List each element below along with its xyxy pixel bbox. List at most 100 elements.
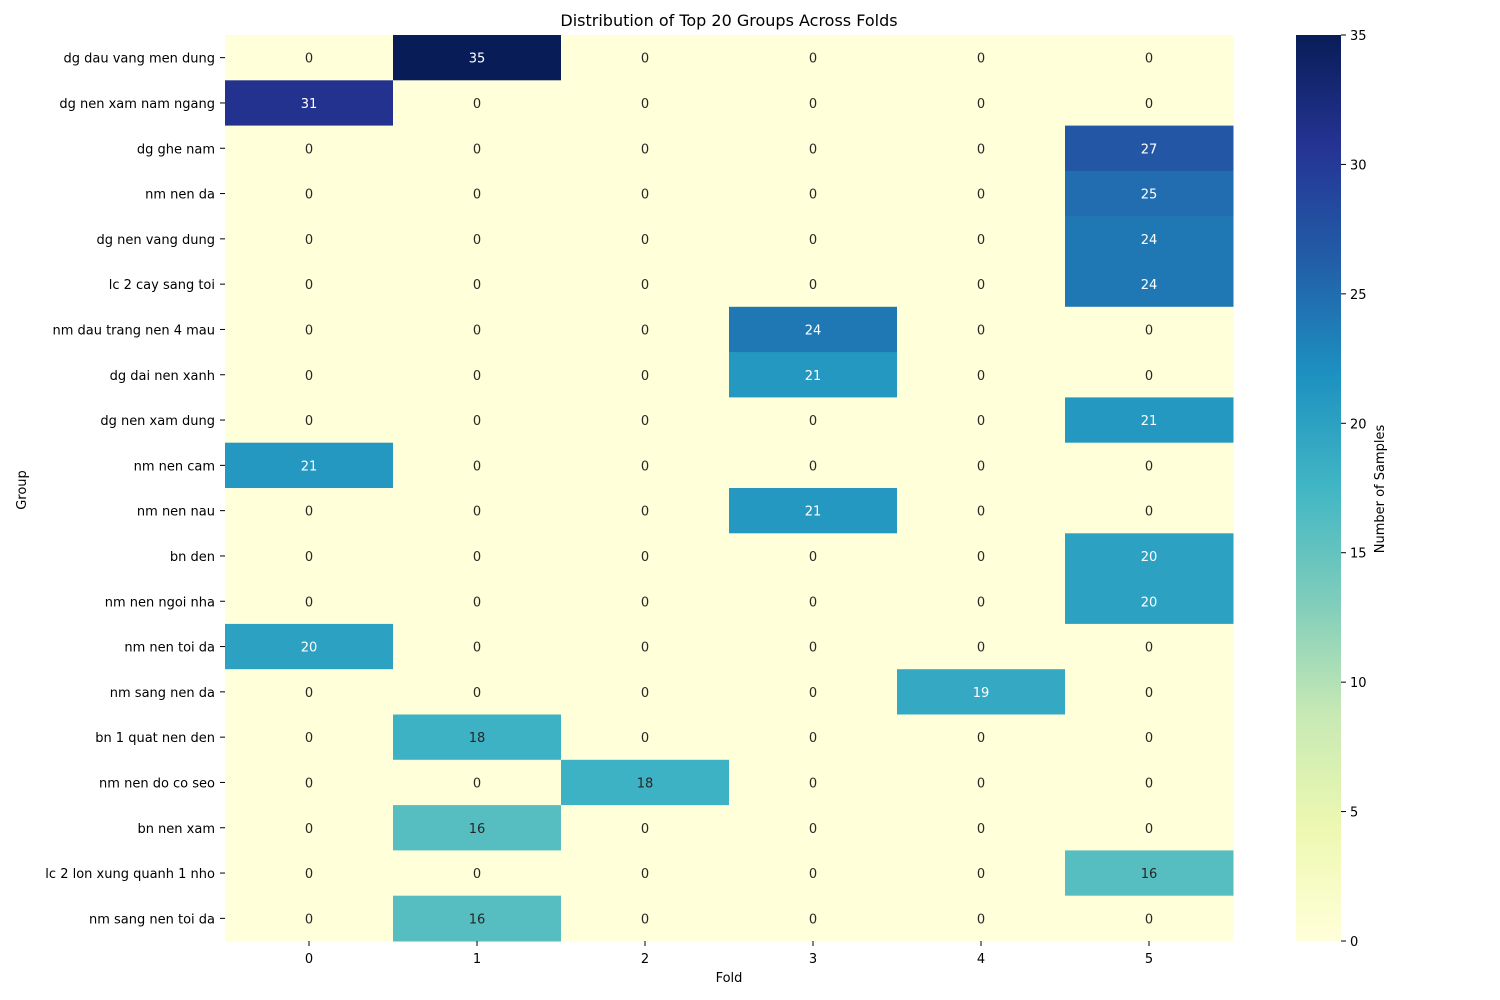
cell-value-label: 0 [809,414,817,429]
cell-value-label: 21 [301,459,318,474]
heatmap-cell [561,895,730,942]
heatmap-cell [393,125,562,172]
cell-value-label: 0 [809,550,817,565]
cell-value-label: 0 [473,641,481,656]
cell-value-label: 0 [977,822,985,837]
heatmap-cell [897,442,1066,489]
cell-value-label: 0 [809,822,817,837]
cell-value-label: 0 [977,233,985,248]
cell-value-label: 24 [805,323,822,338]
cell-value-label: 0 [977,323,985,338]
cell-value-label: 0 [305,912,313,927]
colorbar-label: Number of Samples [1373,425,1388,554]
heatmap-cell [729,669,898,715]
y-tick-label: nm sang nen toi da [89,912,215,927]
y-axis-label: Group [15,470,30,510]
heatmap-cell [393,759,562,806]
cell-value-label: 0 [1145,686,1153,701]
heatmap-cell [729,759,898,806]
heatmap-cell [393,170,562,217]
cell-value-label: 0 [977,776,985,791]
y-tick-label: dg dau vang men dung [63,52,215,67]
cell-value-label: 0 [473,595,481,610]
heatmap-cell [225,533,394,580]
cell-value-label: 0 [473,323,481,338]
heatmap-cell [1065,261,1234,308]
cell-value-label: 0 [305,550,313,565]
heatmap-cell [561,805,730,851]
cell-value-label: 0 [305,505,313,520]
heatmap-cell [393,442,562,489]
heatmap-cell [729,442,898,489]
heatmap-cells: 0 35 0 0 0 0 31 0 0 0 0 0 0 0 0 0 0 27 0 0 0 0 0 25 0 0 0 0 0 24 0 0 0 0 0… [225,35,1234,942]
heatmap-cell [393,895,562,942]
cell-value-label: 25 [1141,188,1158,203]
cell-value-label: 0 [1145,52,1153,67]
heatmap-cell [393,623,562,670]
heatmap-cell [561,669,730,715]
cell-value-label: 16 [469,912,486,927]
cell-value-label: 0 [305,233,313,248]
y-tick-label: dg nen xam nam ngang [59,97,215,112]
y-tick-label: nm nen ngoi nha [105,595,215,610]
cell-value-label: 0 [809,641,817,656]
cell-value-label: 0 [641,459,649,474]
cell-value-label: 0 [473,867,481,882]
heatmap-cell [561,442,730,489]
heatmap-cell [225,895,394,942]
cell-value-label: 0 [473,188,481,203]
cell-value-label: 0 [641,142,649,157]
heatmap-cell [897,261,1066,308]
cell-value-label: 20 [1141,595,1158,610]
cell-value-label: 0 [1145,822,1153,837]
heatmap-cell [561,306,730,353]
cell-value-label: 0 [1145,912,1153,927]
x-axis-label: Fold [716,971,743,986]
heatmap-cell [561,759,730,806]
cell-value-label: 0 [977,459,985,474]
y-tick-label: nm nen cam [134,459,215,474]
cell-value-label: 0 [809,912,817,927]
heatmap-cell [897,170,1066,217]
cell-value-label: 0 [1145,776,1153,791]
cell-value-label: 0 [641,414,649,429]
heatmap-cell [225,714,394,761]
heatmap-cell [393,306,562,353]
cell-value-label: 0 [641,912,649,927]
cell-value-label: 0 [641,505,649,520]
chart-title: Distribution of Top 20 Groups Across Fol… [560,11,897,30]
cell-value-label: 24 [1141,278,1158,293]
heatmap-cell [1065,533,1234,580]
heatmap-cell [561,352,730,398]
heatmap-cell [897,488,1066,534]
heatmap-cell [225,397,394,444]
heatmap-cell [897,669,1066,715]
heatmap-cell [225,306,394,353]
heatmap-cell [897,397,1066,444]
heatmap-cell [1065,306,1234,353]
heatmap-cell [561,261,730,308]
y-tick-label: nm sang nen da [110,686,215,701]
heatmap-cell [393,805,562,851]
cell-value-label: 0 [473,142,481,157]
cell-value-label: 0 [641,686,649,701]
y-tick-label: dg nen xam dung [100,414,215,429]
heatmap-cell [897,623,1066,670]
cell-value-label: 0 [641,278,649,293]
cell-value-label: 18 [469,731,486,746]
cell-value-label: 0 [473,505,481,520]
colorbar-tick-label: 0 [1350,935,1358,950]
cell-value-label: 0 [305,867,313,882]
heatmap-cell [225,850,394,897]
cell-value-label: 0 [977,550,985,565]
cell-value-label: 0 [641,323,649,338]
y-tick-label: bn den [170,550,215,565]
heatmap-cell [1065,850,1234,897]
heatmap-cell [1065,442,1234,489]
heatmap-cell [729,850,898,897]
cell-value-label: 0 [641,233,649,248]
cell-value-label: 0 [305,142,313,157]
heatmap-cell [1065,397,1234,444]
cell-value-label: 0 [1145,459,1153,474]
